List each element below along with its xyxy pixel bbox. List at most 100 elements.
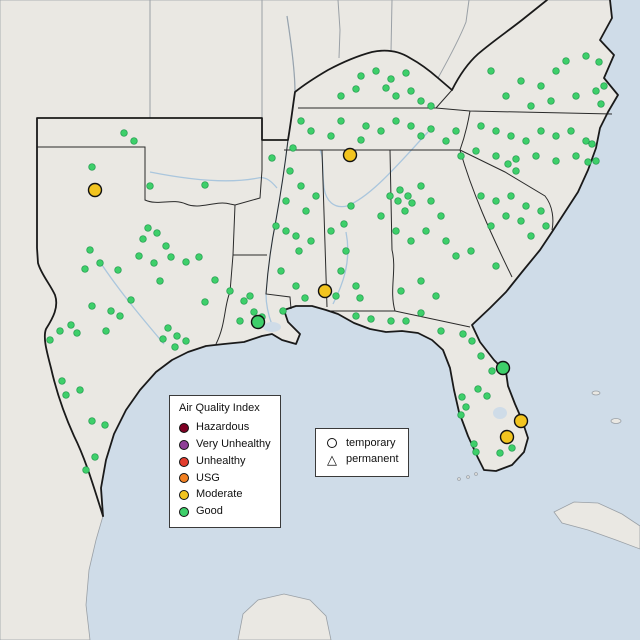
lake-pontchartrain	[263, 322, 281, 332]
station-marker-small	[437, 327, 445, 335]
aqi-color-swatch	[179, 456, 189, 467]
aqi-legend-item: Hazardous	[179, 420, 271, 437]
aqi-legend-label: Hazardous	[196, 421, 250, 434]
station-marker-small	[457, 152, 465, 160]
station-marker-small	[488, 367, 496, 375]
station-marker-small	[367, 315, 375, 323]
station-marker-small	[597, 100, 605, 108]
station-marker-small	[517, 77, 525, 85]
station-marker-small	[102, 327, 110, 335]
station-marker-small	[337, 267, 345, 275]
station-marker-small	[211, 276, 219, 284]
station-marker-small	[279, 307, 287, 315]
region-coastline	[100, 0, 619, 517]
station-marker-small	[457, 411, 465, 419]
station-marker-small	[130, 137, 138, 145]
station-marker-small	[417, 97, 425, 105]
station-marker-small	[88, 163, 96, 171]
aqi-legend-label: Very Unhealthy	[196, 438, 271, 450]
cuba	[553, 501, 640, 550]
station-marker-small	[88, 302, 96, 310]
station-marker-small	[56, 327, 64, 335]
aqi-color-swatch	[179, 506, 189, 517]
station-marker-small	[537, 127, 545, 135]
station-marker-small	[91, 453, 99, 461]
station-marker-small	[600, 82, 608, 90]
station-marker-small	[382, 84, 390, 92]
station-marker-small	[301, 294, 309, 302]
station-marker-small	[407, 237, 415, 245]
station-marker-small	[201, 181, 209, 189]
station-marker-small	[517, 217, 525, 225]
station-type-label: temporary	[346, 436, 396, 449]
station-marker-small	[286, 167, 294, 175]
station-marker-small	[120, 129, 128, 137]
aqi-legend-label: Good	[196, 505, 223, 517]
station-marker-small	[407, 87, 415, 95]
station-marker-small	[507, 132, 515, 140]
yucatan-peninsula	[237, 593, 332, 640]
station-marker-small	[537, 207, 545, 215]
station-marker-small	[282, 197, 290, 205]
station-marker-small	[402, 69, 410, 77]
station-marker-small	[462, 403, 470, 411]
station-marker-small	[153, 229, 161, 237]
station-marker-small	[472, 448, 480, 456]
station-marker-small	[357, 136, 365, 144]
station-marker-large	[317, 283, 333, 299]
station-marker-small	[240, 297, 248, 305]
station-marker-small	[458, 393, 466, 401]
station-marker-small	[468, 337, 476, 345]
station-marker-small	[159, 335, 167, 343]
station-marker-small	[312, 192, 320, 200]
station-marker-small	[277, 267, 285, 275]
station-marker-small	[282, 227, 290, 235]
station-marker-small	[387, 75, 395, 83]
station-marker-small	[362, 122, 370, 130]
station-marker-small	[592, 87, 600, 95]
station-type-label: permanent	[346, 453, 399, 466]
station-marker-small	[337, 117, 345, 125]
station-marker-large	[499, 429, 515, 445]
station-marker-small	[537, 82, 545, 90]
station-marker-small	[46, 336, 54, 344]
station-marker-small	[595, 58, 603, 66]
station-marker-small	[236, 317, 244, 325]
station-marker-small	[582, 137, 590, 145]
station-marker-small	[477, 122, 485, 130]
station-marker-small	[508, 444, 516, 452]
station-marker-small	[492, 197, 500, 205]
station-marker-small	[417, 309, 425, 317]
station-marker-small	[582, 52, 590, 60]
station-marker-small	[527, 232, 535, 240]
station-marker-small	[584, 158, 592, 166]
station-marker-small	[107, 307, 115, 315]
arkansas-river	[149, 171, 278, 189]
station-marker-small	[146, 182, 154, 190]
station-type-legend: temporary △ permanent	[315, 428, 409, 477]
station-marker-small	[392, 92, 400, 100]
florida-keys-islet	[474, 472, 478, 476]
station-marker-small	[114, 266, 122, 274]
station-marker-small	[442, 137, 450, 145]
station-marker-small	[427, 125, 435, 133]
aqi-color-swatch	[179, 473, 189, 484]
station-marker-small	[477, 352, 485, 360]
station-marker-small	[467, 247, 475, 255]
station-marker-large	[87, 182, 103, 198]
station-marker-small	[201, 298, 209, 306]
station-marker-small	[427, 102, 435, 110]
station-marker-small	[139, 235, 147, 243]
aqi-legend-items: Hazardous Very Unhealthy Unhealthy USG Moder…	[179, 420, 271, 521]
station-marker-small	[352, 85, 360, 93]
station-marker-small	[572, 92, 580, 100]
station-marker-small	[492, 262, 500, 270]
station-marker-small	[394, 197, 402, 205]
station-marker-small	[357, 72, 365, 80]
station-marker-small	[356, 294, 364, 302]
station-marker-small	[171, 343, 179, 351]
station-marker-small	[512, 155, 520, 163]
station-marker-small	[522, 137, 530, 145]
station-marker-small	[417, 132, 425, 140]
